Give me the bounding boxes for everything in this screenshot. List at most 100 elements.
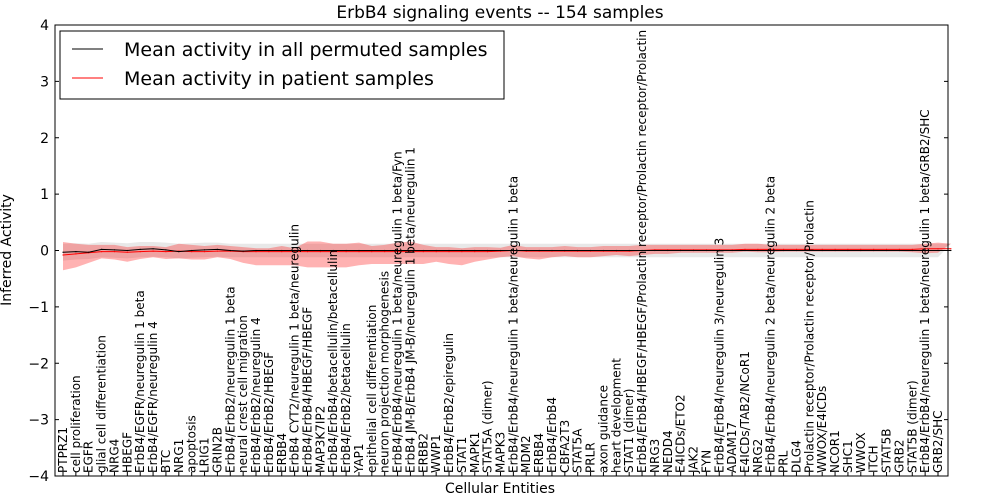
x-tick-label: MAP3K7IP2 [313,406,327,473]
y-tick-label: 4 [40,18,49,34]
patient-point [126,251,128,253]
x-tick-label: NRG1 [172,439,186,473]
permuted-point [808,249,810,252]
permuted-point [757,249,759,252]
permuted-point [229,249,231,252]
permuted-point [165,249,167,251]
y-tick-label: −1 [28,300,49,316]
permuted-point [551,249,553,252]
x-tick-label: STAT5B [880,429,894,474]
permuted-point [448,249,450,252]
permuted-point [924,249,926,252]
legend-label-patient: Mean activity in patient samples [124,68,434,90]
x-tick-label: ErbB4 JM-B/ErbB4 JM-B/neuregulin 1 beta/… [403,147,417,473]
permuted-point [590,249,592,252]
x-tick-label: ErbB4/ErbB4/neuregulin 2 beta/neuregulin… [764,176,778,473]
patient-point [808,248,810,250]
x-tick-label: STAT1 (dimer) [622,389,636,473]
x-tick-label: apoptosis [185,415,199,473]
x-tick-label: MDM2 [519,435,533,473]
permuted-point [885,249,888,252]
permuted-point [847,249,849,252]
x-tick-label: ErbB4/ErbB2/betacellulin [339,323,353,473]
x-tick-label: ERBB2 [416,433,430,473]
x-tick-label: ITCH [867,445,881,473]
patient-point [435,251,437,253]
x-tick-label: NRG2 [751,439,765,473]
x-tick-label: ErbB4/ErbB4/neuregulin 1 beta/neuregulin… [918,109,932,473]
x-tick-label: PRL [777,450,791,473]
y-tick-label: 0 [40,244,49,260]
x-tick-label: ErbB4/ErbB2/neuregulin 1 beta [223,286,237,473]
legend-label-permuted: Mean activity in all permuted samples [124,39,487,61]
x-axis-label: Cellular Entities [445,481,555,497]
x-tick-label: ErbB4/ErbB4/HBEGF/HBEGF [301,307,315,473]
x-tick-label: STAT5A [571,428,585,473]
x-tick-label: cell proliferation [69,375,83,473]
permuted-point [718,249,720,252]
permuted-point [680,249,682,252]
patient-point [139,251,141,253]
permuted-point [461,249,463,252]
permuted-point [783,249,785,252]
permuted-point [345,249,347,252]
patient-point [216,250,218,252]
x-tick-label: heart development [609,358,623,473]
permuted-point [898,249,901,252]
x-tick-label: FYN [699,450,713,473]
permuted-point [409,249,411,252]
x-tick-label: ErbB4/ErbB4/betacellulin/betacellulin [326,250,340,473]
x-tick-label: ErbB4/ErbB4/HBEGF/HBEGF/Prolactin recept… [635,30,649,473]
patient-point [487,251,489,253]
permuted-point [770,249,772,252]
x-tick-label: BTC [159,450,173,473]
patient-point [268,251,270,253]
x-tick-label: ErbB4/EGFR/neuregulin 1 beta [133,290,147,473]
permuted-point [75,251,77,253]
permuted-point [692,249,695,252]
x-tick-label: WWOX [854,432,868,473]
permuted-point [654,249,656,252]
patient-point [924,248,926,250]
patient-point [422,251,424,253]
x-tick-label: ErbB4/ErbB2/neuregulin 4 [249,317,263,473]
x-tick-label: STAT5A (dimer) [481,380,495,473]
patient-point [474,251,476,253]
x-tick-label: LRIG1 [198,438,212,474]
permuted-point [667,249,669,252]
permuted-point [873,249,875,252]
patient-point [75,253,77,255]
x-tick-label: STAT1 [455,437,469,473]
x-tick-label: YAP1 [352,444,366,474]
permuted-point [152,248,154,250]
x-tick-label: MAPK3 [494,432,508,473]
patient-point [898,248,901,250]
patient-point [319,251,321,253]
x-tick-label: glial cell differentiation [95,335,109,473]
patient-point [757,248,759,250]
permuted-point [62,251,64,253]
permuted-point [126,249,128,252]
patient-point [152,250,154,252]
permuted-point [577,249,579,252]
patient-point [860,248,862,250]
patient-point [873,248,875,250]
permuted-point [397,249,399,252]
patient-point [371,251,373,253]
patient-point [113,251,116,253]
permuted-point [203,249,206,251]
permuted-point [216,248,218,250]
permuted-point [101,248,103,250]
permuted-point [628,249,630,252]
patient-point [783,248,785,250]
x-tick-label: neural crest cell migration [236,315,250,473]
x-tick-label: WWP1 [429,434,443,473]
x-tick-label: ErbB4/ErbB4/neuregulin 3/neuregulin 3 [712,238,726,473]
patient-point [62,254,64,256]
x-tick-label: ErbB4/ErbB4/neuregulin 1 beta/neuregulin… [506,176,520,473]
permuted-point [319,249,321,252]
x-tick-label: PRLR [584,442,598,473]
legend: Mean activity in all permuted samples Me… [59,30,505,100]
x-tick-label: JAK2 [687,446,701,474]
